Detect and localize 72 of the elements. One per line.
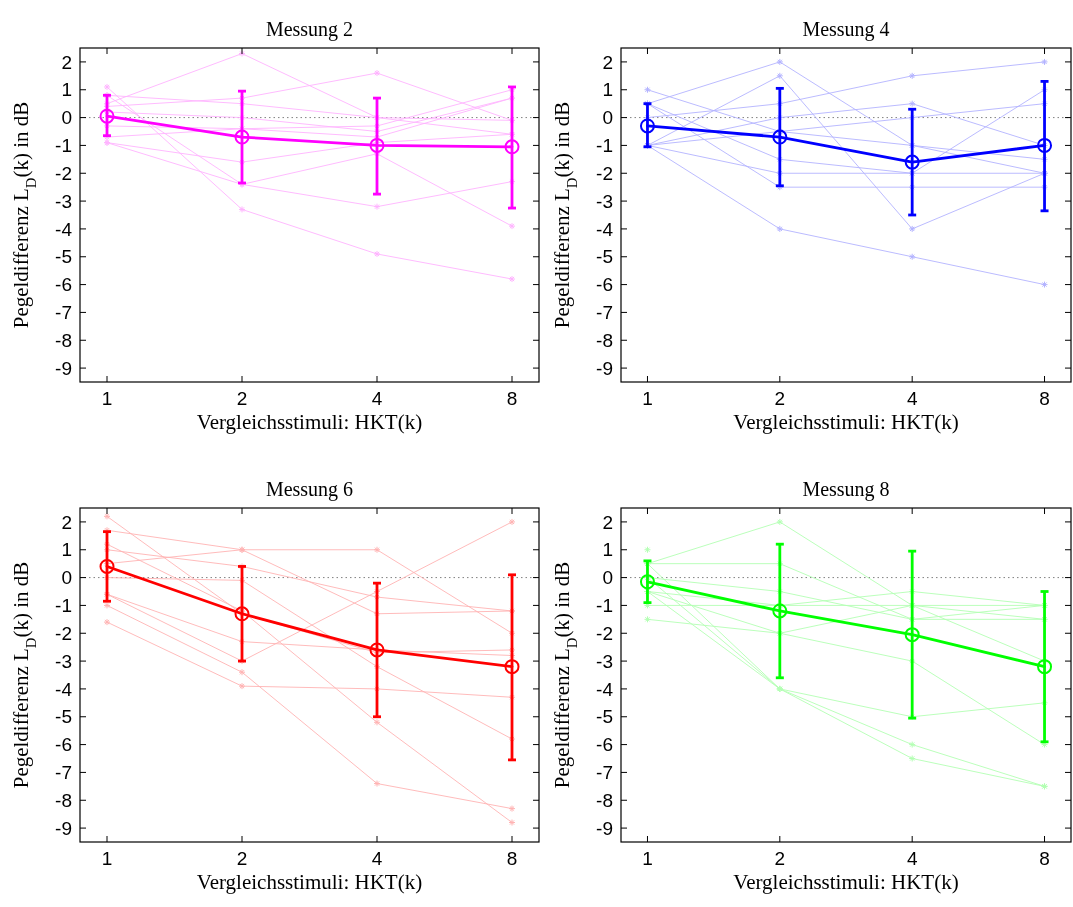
x-tick-label: 8	[1039, 848, 1050, 869]
y-tick-label: 1	[61, 79, 72, 101]
x-tick-label: 4	[371, 388, 383, 409]
y-tick-label: 2	[602, 511, 613, 533]
x-tick-label: 4	[906, 388, 918, 409]
x-tick-label: 8	[506, 388, 518, 409]
y-tick-label: -6	[55, 274, 72, 296]
x-tick-label: 1	[642, 848, 653, 869]
y-tick-label: -9	[596, 357, 613, 379]
x-axis-title: Vergleichsstimuli: HKT(k)	[733, 870, 959, 894]
y-tick-label: -6	[596, 274, 613, 296]
y-tick-label: -1	[55, 595, 72, 617]
y-tick-label: 0	[61, 107, 72, 129]
y-tick-label: -7	[55, 762, 72, 784]
y-tick-label: 2	[61, 511, 72, 533]
chart-title: Messung 8	[802, 478, 890, 501]
y-tick-label: -3	[596, 190, 613, 212]
y-tick-label: -5	[55, 246, 72, 268]
y-tick-label: -9	[55, 357, 72, 379]
x-tick-label: 4	[906, 848, 918, 869]
x-tick-label: 2	[774, 848, 786, 869]
y-tick-label: -8	[55, 329, 72, 351]
y-tick-label: -7	[55, 302, 72, 324]
y-tick-label: -6	[55, 734, 72, 756]
y-tick-label: -7	[596, 302, 613, 324]
y-tick-label: -8	[55, 789, 72, 811]
y-tick-label: -7	[596, 762, 613, 784]
y-tick-label: 0	[602, 567, 613, 589]
x-tick-label: 2	[774, 388, 786, 409]
y-tick-label: 1	[61, 539, 72, 561]
y-tick-label: 2	[61, 51, 72, 73]
y-tick-label: 1	[602, 79, 613, 101]
y-tick-label: -5	[596, 246, 613, 268]
y-tick-label: -2	[596, 622, 613, 644]
x-tick-label: 1	[101, 848, 113, 869]
x-tick-label: 8	[1039, 388, 1050, 409]
y-tick-label: -2	[55, 162, 72, 184]
x-axis-title: Vergleichsstimuli: HKT(k)	[733, 410, 959, 434]
y-tick-label: -3	[55, 190, 72, 212]
y-tick-label: -4	[596, 678, 614, 700]
x-tick-label: 4	[371, 848, 383, 869]
y-tick-label: -1	[596, 135, 613, 157]
x-tick-label: 1	[642, 388, 653, 409]
x-axis-title: Vergleichsstimuli: HKT(k)	[196, 870, 423, 894]
y-tick-label: -9	[596, 817, 613, 839]
y-tick-label: -5	[596, 706, 613, 728]
y-tick-label: -8	[596, 789, 613, 811]
y-tick-label: -2	[596, 162, 613, 184]
chart-title: Messung 6	[265, 478, 354, 501]
y-tick-label: -6	[596, 734, 613, 756]
y-tick-label: -3	[596, 650, 613, 672]
y-tick-label: 2	[602, 51, 613, 73]
y-tick-label: -9	[55, 817, 72, 839]
x-tick-label: 2	[236, 388, 248, 409]
chart-title: Messung 2	[265, 18, 354, 41]
y-tick-label: -4	[55, 218, 73, 240]
y-tick-label: -2	[55, 622, 72, 644]
y-tick-label: -4	[55, 678, 73, 700]
y-tick-label: -8	[596, 329, 613, 351]
x-tick-label: 1	[101, 388, 113, 409]
x-tick-label: 8	[506, 848, 518, 869]
y-tick-label: -4	[596, 218, 614, 240]
y-tick-label: 0	[602, 107, 613, 129]
chart-title: Messung 4	[802, 18, 890, 41]
y-tick-label: -1	[596, 595, 613, 617]
y-tick-label: -5	[55, 706, 72, 728]
y-tick-label: 0	[61, 567, 72, 589]
y-tick-label: 1	[602, 539, 613, 561]
x-tick-label: 2	[236, 848, 248, 869]
y-tick-label: -1	[55, 135, 72, 157]
y-tick-label: -3	[55, 650, 72, 672]
x-axis-title: Vergleichsstimuli: HKT(k)	[196, 410, 423, 434]
